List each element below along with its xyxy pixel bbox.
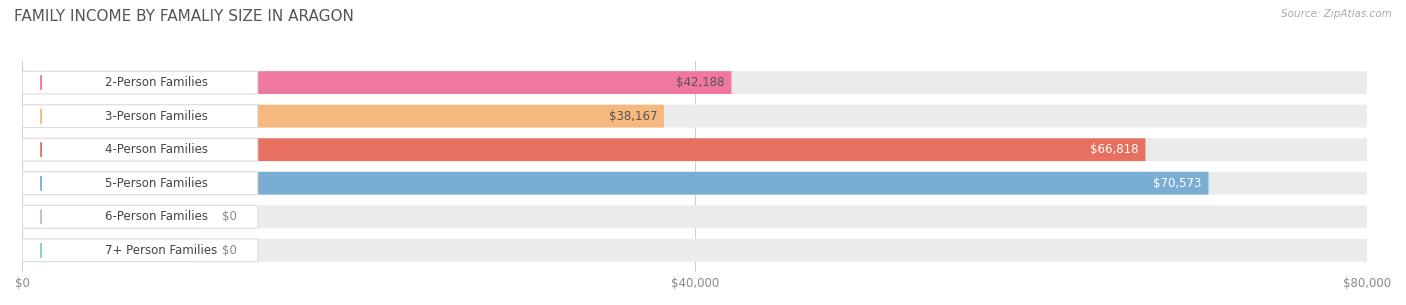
Text: $42,188: $42,188 <box>676 76 724 89</box>
FancyBboxPatch shape <box>22 205 257 228</box>
FancyBboxPatch shape <box>22 239 1367 262</box>
FancyBboxPatch shape <box>22 138 1367 161</box>
FancyBboxPatch shape <box>22 105 1367 127</box>
FancyBboxPatch shape <box>22 239 257 262</box>
FancyBboxPatch shape <box>22 71 1367 94</box>
FancyBboxPatch shape <box>22 138 257 161</box>
FancyBboxPatch shape <box>22 71 731 94</box>
Text: 4-Person Families: 4-Person Families <box>105 143 208 156</box>
FancyBboxPatch shape <box>22 172 1367 195</box>
Text: 2-Person Families: 2-Person Families <box>105 76 208 89</box>
FancyBboxPatch shape <box>22 105 257 127</box>
FancyBboxPatch shape <box>22 205 1367 228</box>
FancyBboxPatch shape <box>22 71 257 94</box>
FancyBboxPatch shape <box>22 205 198 228</box>
FancyBboxPatch shape <box>22 105 664 127</box>
FancyBboxPatch shape <box>22 138 1146 161</box>
Text: $38,167: $38,167 <box>609 109 657 123</box>
Text: $66,818: $66,818 <box>1090 143 1139 156</box>
Text: Source: ZipAtlas.com: Source: ZipAtlas.com <box>1281 9 1392 19</box>
Text: $0: $0 <box>222 244 238 257</box>
FancyBboxPatch shape <box>22 172 1209 195</box>
Text: 5-Person Families: 5-Person Families <box>105 177 208 190</box>
Text: 3-Person Families: 3-Person Families <box>105 109 208 123</box>
FancyBboxPatch shape <box>22 239 198 262</box>
Text: $0: $0 <box>222 210 238 223</box>
Text: FAMILY INCOME BY FAMALIY SIZE IN ARAGON: FAMILY INCOME BY FAMALIY SIZE IN ARAGON <box>14 9 354 24</box>
Text: 6-Person Families: 6-Person Families <box>105 210 208 223</box>
FancyBboxPatch shape <box>22 172 257 195</box>
Text: 7+ Person Families: 7+ Person Families <box>105 244 217 257</box>
Text: $70,573: $70,573 <box>1153 177 1202 190</box>
